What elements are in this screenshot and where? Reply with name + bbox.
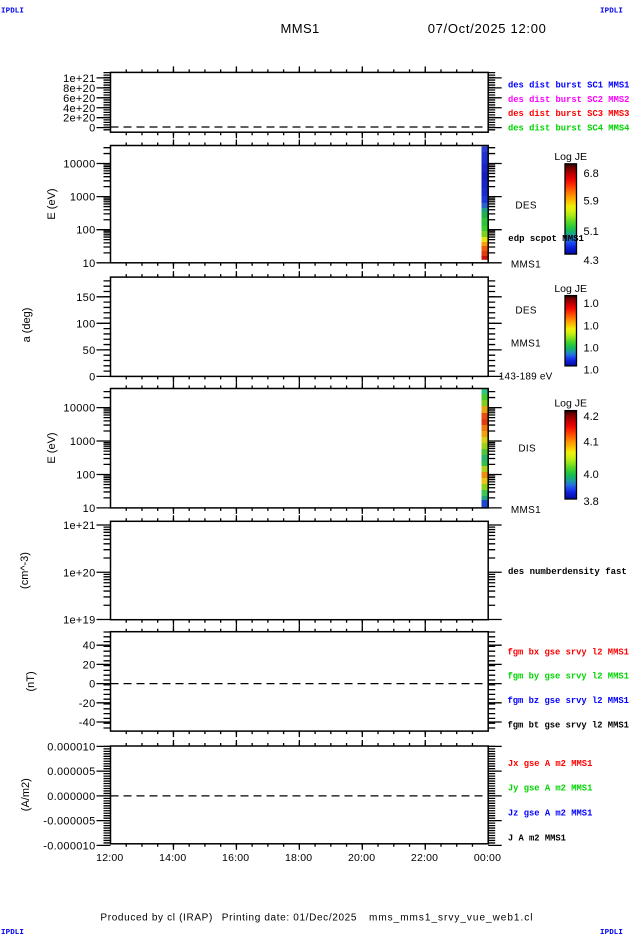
svg-text:Log JE: Log JE [554, 151, 587, 163]
svg-text:4.0: 4.0 [584, 469, 599, 481]
svg-text:6.8: 6.8 [584, 168, 599, 180]
svg-text:MMS1: MMS1 [511, 259, 541, 270]
svg-text:0.000005: 0.000005 [47, 766, 95, 778]
svg-text:00:00: 00:00 [474, 852, 501, 864]
svg-text:1.0: 1.0 [584, 342, 599, 354]
svg-text:IPDLI: IPDLI [600, 8, 623, 16]
svg-text:1000: 1000 [70, 436, 96, 448]
svg-text:Log JE: Log JE [554, 398, 587, 410]
svg-text:MMS1: MMS1 [511, 505, 541, 516]
svg-text:des dist burst SC4 MMS4: des dist burst SC4 MMS4 [508, 123, 630, 133]
svg-text:fgm bz gse srvy l2 MMS1: fgm bz gse srvy l2 MMS1 [508, 696, 629, 706]
svg-text:100: 100 [76, 225, 95, 237]
svg-text:20:00: 20:00 [348, 852, 375, 864]
svg-text:0: 0 [89, 679, 95, 691]
svg-text:100: 100 [76, 318, 95, 330]
svg-text:18:00: 18:00 [285, 852, 312, 864]
svg-text:-40: -40 [79, 717, 96, 729]
svg-text:4.1: 4.1 [584, 437, 599, 449]
svg-text:20: 20 [83, 659, 96, 671]
svg-text:(nT): (nT) [25, 671, 37, 691]
svg-text:143-189 eV: 143-189 eV [499, 372, 553, 383]
svg-text:fgm bx gse srvy l2 MMS1: fgm bx gse srvy l2 MMS1 [508, 647, 629, 657]
svg-text:DES: DES [515, 306, 536, 317]
svg-text:10000: 10000 [63, 159, 95, 171]
svg-text:4.2: 4.2 [584, 411, 599, 423]
svg-text:50: 50 [83, 345, 96, 357]
svg-text:5.9: 5.9 [584, 195, 599, 207]
svg-text:Printing date: 01/Dec/2025: Printing date: 01/Dec/2025 [222, 913, 357, 924]
svg-text:E (eV): E (eV) [46, 188, 58, 219]
svg-text:3.8: 3.8 [584, 496, 599, 508]
svg-text:IPDLI: IPDLI [600, 929, 623, 934]
svg-text:des numberdensity fast MMS1: des numberdensity fast MMS1 [508, 567, 630, 577]
svg-text:a (deg): a (deg) [21, 308, 33, 343]
svg-text:1.0: 1.0 [584, 364, 599, 376]
svg-text:DES: DES [515, 200, 536, 211]
svg-text:mms_mms1_srvy_vue_web1.cl: mms_mms1_srvy_vue_web1.cl [369, 913, 534, 924]
svg-text:fgm bt gse srvy l2 MMS1: fgm bt gse srvy l2 MMS1 [508, 720, 629, 730]
svg-text:4e+20: 4e+20 [63, 103, 95, 115]
svg-text:22:00: 22:00 [411, 852, 438, 864]
svg-text:1000: 1000 [70, 192, 96, 204]
svg-text:150: 150 [76, 292, 95, 304]
svg-text:1e+21: 1e+21 [63, 73, 95, 85]
svg-text:16:00: 16:00 [222, 852, 249, 864]
svg-text:J A m2 MMS1: J A m2 MMS1 [508, 833, 566, 843]
svg-text:10000: 10000 [63, 403, 95, 415]
svg-text:07/Oct/2025 12:00: 07/Oct/2025 12:00 [428, 21, 547, 36]
svg-text:4.3: 4.3 [584, 255, 599, 267]
svg-text:(cm^-3): (cm^-3) [19, 552, 31, 589]
svg-text:Jz gse A m2 MMS1: Jz gse A m2 MMS1 [508, 809, 592, 819]
svg-text:1e+20: 1e+20 [63, 567, 95, 579]
svg-text:2e+20: 2e+20 [63, 113, 95, 125]
svg-text:MMS1: MMS1 [281, 21, 320, 36]
svg-text:8e+20: 8e+20 [63, 83, 95, 95]
svg-text:des dist burst SC3 MMS3: des dist burst SC3 MMS3 [508, 109, 629, 119]
svg-text:0: 0 [89, 371, 95, 383]
svg-text:(A/m2): (A/m2) [20, 778, 32, 811]
svg-text:IPDLI: IPDLI [1, 929, 24, 934]
svg-text:DIS: DIS [518, 444, 536, 455]
svg-text:1.0: 1.0 [584, 320, 599, 332]
svg-text:des dist burst SC2 MMS2: des dist burst SC2 MMS2 [508, 95, 629, 105]
svg-text:12:00: 12:00 [96, 852, 123, 864]
svg-text:-0.000010: -0.000010 [43, 840, 95, 852]
svg-text:Jy gse A m2 MMS1: Jy gse A m2 MMS1 [508, 784, 592, 794]
svg-text:IPDLI: IPDLI [1, 8, 24, 16]
svg-text:Log JE: Log JE [554, 283, 587, 295]
svg-text:0.000000: 0.000000 [47, 791, 95, 803]
svg-text:100: 100 [76, 469, 95, 481]
svg-text:0: 0 [89, 123, 95, 135]
svg-text:40: 40 [83, 640, 96, 652]
svg-text:MMS1: MMS1 [511, 339, 541, 350]
svg-text:1e+21: 1e+21 [63, 520, 95, 532]
svg-text:Produced by cl (IRAP): Produced by cl (IRAP) [100, 913, 213, 924]
svg-text:10: 10 [83, 258, 96, 270]
svg-text:14:00: 14:00 [159, 852, 186, 864]
svg-text:-20: -20 [79, 698, 96, 710]
svg-text:0.000010: 0.000010 [47, 741, 95, 753]
svg-text:1.0: 1.0 [584, 298, 599, 310]
svg-text:E (eV): E (eV) [46, 432, 58, 463]
svg-text:des dist burst SC1 MMS1: des dist burst SC1 MMS1 [508, 81, 629, 91]
svg-text:1e+19: 1e+19 [63, 615, 95, 627]
svg-text:-0.000005: -0.000005 [43, 816, 95, 828]
svg-text:fgm by gse srvy l2 MMS1: fgm by gse srvy l2 MMS1 [508, 672, 629, 682]
svg-text:6e+20: 6e+20 [63, 93, 95, 105]
svg-text:5.1: 5.1 [584, 226, 599, 238]
svg-text:10: 10 [83, 503, 96, 515]
svg-text:Jx gse A m2 MMS1: Jx gse A m2 MMS1 [508, 759, 592, 769]
svg-text:edp scpot MMS1: edp scpot MMS1 [508, 234, 584, 244]
